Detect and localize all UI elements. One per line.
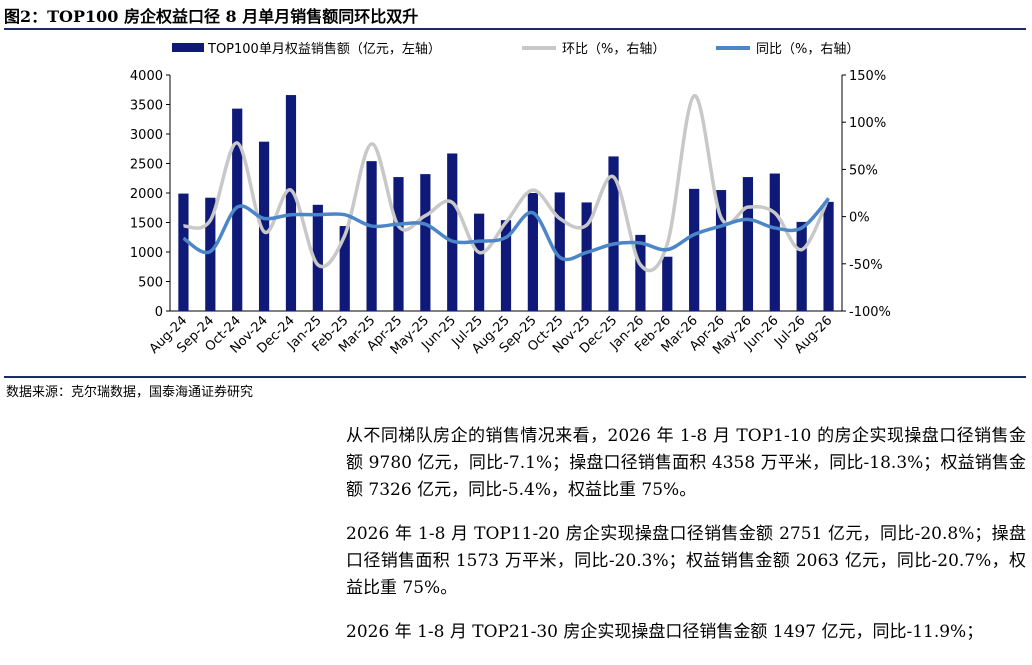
- bar-Feb-25: [339, 226, 350, 311]
- bar-Aug-26: [823, 201, 834, 311]
- bar-Apr-26: [715, 190, 727, 311]
- bar-Nov-25: [581, 202, 592, 311]
- bar-Jun-25: [447, 153, 458, 311]
- paragraph-3: 2026 年 1-8 月 TOP21-30 房企实现操盘口径销售金额 1497 …: [346, 622, 984, 642]
- bar-Sep-24: [205, 197, 216, 311]
- left-tick-label: 3500: [130, 99, 163, 114]
- bar-Aug-25: [500, 220, 512, 311]
- right-tick-label: -50%: [849, 258, 883, 273]
- bar-Dec-25: [608, 156, 619, 311]
- yoy-line: [182, 197, 830, 262]
- left-tick-label: 1000: [130, 246, 163, 261]
- left-tick-label: 500: [138, 276, 163, 291]
- bar-Oct-25: [554, 192, 565, 311]
- figure-title: 图2：TOP100 房企权益口径 8 月单月销售额同环比双升: [4, 7, 419, 26]
- bar-Sep-25: [527, 193, 538, 311]
- right-tick-label: 50%: [849, 163, 878, 178]
- bar-Jul-25: [474, 213, 485, 311]
- right-tick-label: -100%: [849, 305, 891, 320]
- bar-Jan-26: [635, 234, 646, 311]
- left-tick-label: 2000: [130, 187, 163, 202]
- bar-Nov-24: [258, 141, 270, 311]
- bar-Oct-24: [232, 108, 243, 311]
- bar-Mar-25: [366, 161, 377, 311]
- right-tick-label: 150%: [849, 69, 886, 84]
- top-rule: [4, 28, 1026, 30]
- legend-swatch-bar: [172, 43, 204, 52]
- chart: 0 500 1000 1500 2000 2500 3000 3500 4000 -100% -50…: [130, 41, 891, 358]
- bar-Apr-25: [393, 177, 404, 311]
- figure-source: 数据来源：克尔瑞数据，国泰海通证券研究: [6, 385, 254, 400]
- bar-May-26: [742, 177, 754, 311]
- right-tick-label: 100%: [849, 116, 886, 131]
- paragraph-2: 2026 年 1-8 月 TOP11-20 房企实现操盘口径销售金额 2751 …: [346, 524, 1026, 598]
- left-tick-label: 4000: [130, 69, 163, 84]
- left-tick-label: 0: [155, 305, 163, 320]
- paragraph-1: 从不同梯队房企的销售情况来看，2026 年 1-8 月 TOP1-10 的房企实…: [346, 426, 1026, 500]
- legend-label-yoy: 同比（%，右轴）: [756, 42, 859, 57]
- bar-Jan-25: [312, 204, 323, 311]
- bar-May-25: [420, 174, 431, 311]
- bar-Jul-26: [796, 221, 807, 311]
- bar-Mar-26: [689, 188, 700, 311]
- body-text: 从不同梯队房企的销售情况来看，2026 年 1-8 月 TOP1-10 的房企实…: [346, 423, 1026, 663]
- bar-Aug-24: [178, 193, 189, 311]
- left-tick-label: 1500: [130, 217, 163, 232]
- legend-label-bar: TOP100单月权益销售额（亿元，左轴）: [207, 41, 441, 57]
- left-tick-label: 2500: [130, 158, 163, 173]
- mom-line: [183, 94, 831, 273]
- bottom-rule: [4, 376, 1026, 378]
- left-tick-label: 3000: [130, 128, 163, 143]
- right-tick-label: 0%: [849, 211, 870, 226]
- bar-Jun-26: [769, 173, 780, 311]
- legend-label-mom: 环比（%，右轴）: [562, 42, 665, 57]
- bar-Dec-24: [285, 95, 297, 311]
- bar-Feb-26: [662, 256, 673, 311]
